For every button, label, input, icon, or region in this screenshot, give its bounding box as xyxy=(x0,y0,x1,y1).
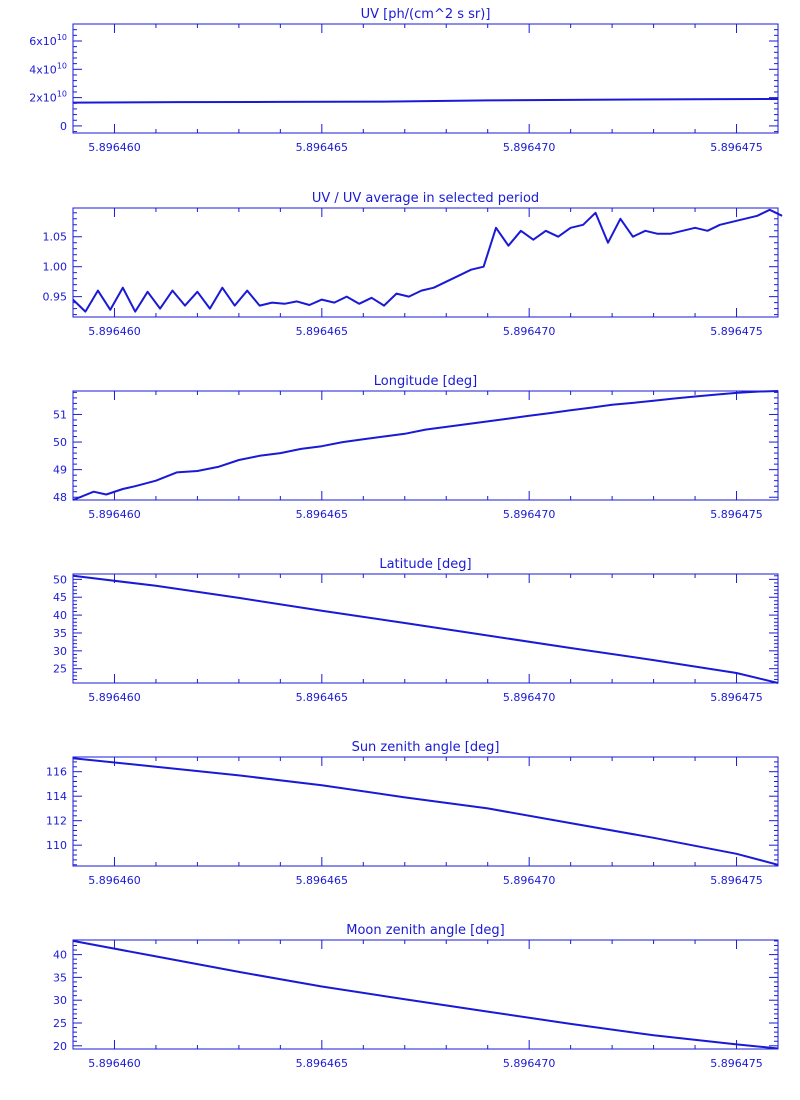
chart-panel: Longitude [deg] 5.896460 5.896465 5.896470 5… xyxy=(53,374,779,521)
x-tick-label: 5.896460 xyxy=(88,325,141,338)
y-tick-label: 35 xyxy=(53,971,67,984)
exponent-superscript: 10 xyxy=(57,61,67,70)
y-tick-label: 51 xyxy=(53,408,67,421)
x-tick-label: 5.896460 xyxy=(88,508,141,521)
plot-frame xyxy=(72,23,779,134)
chart-title: Moon zenith angle [deg] xyxy=(346,923,504,938)
y-tick-label: 40 xyxy=(53,949,67,962)
x-tick-label: 5.896470 xyxy=(503,874,556,887)
chart-title: Sun zenith angle [deg] xyxy=(352,740,500,755)
chart-title: Latitude [deg] xyxy=(379,557,471,572)
x-tick-label: 5.896460 xyxy=(88,691,141,704)
plot-frame xyxy=(72,573,779,684)
y-tick-label: 20 xyxy=(53,1040,67,1053)
x-tick-label: 5.896460 xyxy=(88,874,141,887)
chart-panel: Sun zenith angle [deg] 5.896460 5.896465 5.… xyxy=(46,740,779,887)
y-tick-label: 49 xyxy=(53,464,67,477)
plot-frame xyxy=(72,207,779,318)
x-tick-label: 5.896475 xyxy=(710,508,763,521)
y-tick-label: 2x1010 xyxy=(29,90,67,105)
x-tick-label: 5.896475 xyxy=(710,874,763,887)
exponent-superscript: 10 xyxy=(57,90,67,99)
y-tick-label: 110 xyxy=(46,839,67,852)
x-tick-label: 5.896465 xyxy=(296,1057,349,1070)
y-tick-label: 1.00 xyxy=(43,261,68,274)
x-tick-label: 5.896465 xyxy=(296,141,349,154)
y-tick-label: 50 xyxy=(53,436,67,449)
series-line xyxy=(72,574,779,684)
exponent-superscript: 10 xyxy=(57,33,67,42)
y-tick-label: 40 xyxy=(53,609,67,622)
plot-frame xyxy=(72,756,779,867)
plot-frame xyxy=(72,939,779,1050)
y-tick-label: 25 xyxy=(53,663,67,676)
y-tick-label: 114 xyxy=(46,790,67,803)
y-tick-label: 50 xyxy=(53,573,67,586)
x-tick-label: 5.896475 xyxy=(710,325,763,338)
y-tick-label: 45 xyxy=(53,591,67,604)
y-tick-label: 1.05 xyxy=(43,231,68,244)
y-tick-label: 0 xyxy=(60,120,67,133)
series-line xyxy=(72,939,779,1050)
x-tick-label: 5.896470 xyxy=(503,508,556,521)
chart-panel: Moon zenith angle [deg] 5.896460 5.896465 5… xyxy=(53,923,779,1070)
plot-frame xyxy=(72,390,779,501)
chart-title: UV [ph/(cm^2 s sr)] xyxy=(361,7,491,22)
x-tick-label: 5.896465 xyxy=(296,325,349,338)
y-tick-label: 6x1010 xyxy=(29,33,67,48)
series-line xyxy=(72,390,779,501)
x-tick-label: 5.896475 xyxy=(710,1057,763,1070)
chart-title: UV / UV average in selected period xyxy=(312,191,539,206)
y-tick-label: 112 xyxy=(46,815,67,828)
series-line xyxy=(72,757,779,866)
y-tick-label: 4x1010 xyxy=(29,61,67,76)
chart-panel: Latitude [deg] 5.896460 5.896465 5.896470 5.… xyxy=(53,557,779,704)
y-tick-label: 0.95 xyxy=(43,291,68,304)
x-tick-label: 5.896460 xyxy=(88,141,141,154)
x-tick-label: 5.896475 xyxy=(710,141,763,154)
y-tick-label: 116 xyxy=(46,766,67,779)
chart-title: Longitude [deg] xyxy=(374,374,477,389)
y-tick-label: 48 xyxy=(53,491,67,504)
series-line xyxy=(72,208,783,313)
x-tick-label: 5.896470 xyxy=(503,325,556,338)
chart-panel: UV [ph/(cm^2 s sr)] 5.896460 5.896465 5.896… xyxy=(29,7,779,154)
x-tick-label: 5.896470 xyxy=(503,1057,556,1070)
y-tick-label: 35 xyxy=(53,627,67,640)
x-tick-label: 5.896465 xyxy=(296,874,349,887)
x-tick-label: 5.896470 xyxy=(503,141,556,154)
y-tick-label: 25 xyxy=(53,1017,67,1030)
x-tick-label: 5.896460 xyxy=(88,1057,141,1070)
x-tick-label: 5.896465 xyxy=(296,691,349,704)
x-tick-label: 5.896465 xyxy=(296,508,349,521)
y-tick-label: 30 xyxy=(53,645,67,658)
y-tick-label: 30 xyxy=(53,994,67,1007)
chart-panel: UV / UV average in selected period 5.8964… xyxy=(43,191,783,338)
x-tick-label: 5.896470 xyxy=(503,691,556,704)
series-line xyxy=(72,98,779,104)
x-tick-label: 5.896475 xyxy=(710,691,763,704)
